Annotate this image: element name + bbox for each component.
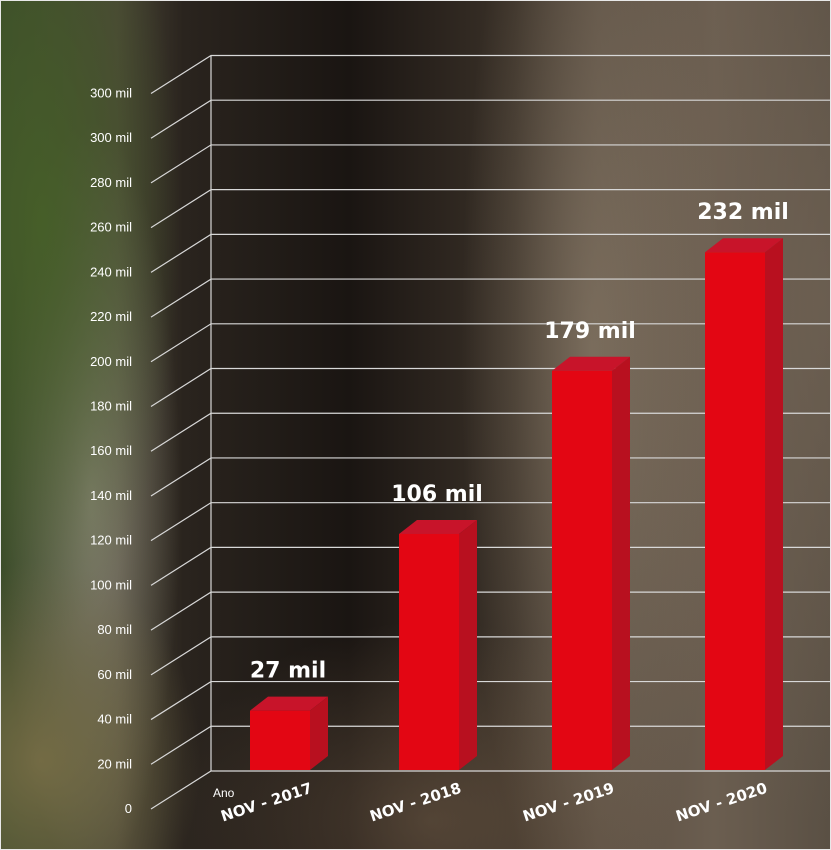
x-category-label: NOV - 2019 bbox=[521, 779, 617, 825]
bar bbox=[552, 370, 612, 770]
bar-side-face bbox=[612, 356, 630, 770]
x-category-label: NOV - 2020 bbox=[674, 779, 770, 825]
y-tick-label: 240 mil bbox=[90, 264, 132, 279]
y-tick-label: 120 mil bbox=[90, 533, 132, 548]
x-axis-title: Ano bbox=[213, 786, 235, 800]
gridline bbox=[150, 54, 830, 94]
y-axis-ticks: 0 20 mil 40 mil 60 mil 80 mil 100 mil 120 mil 1… bbox=[90, 85, 132, 816]
bars bbox=[250, 238, 783, 771]
y-tick-label: 180 mil bbox=[90, 399, 132, 414]
data-label: 27 mil bbox=[250, 659, 326, 684]
bar-top-face bbox=[705, 238, 783, 253]
bar-top-face bbox=[250, 696, 328, 711]
y-tick-label: 60 mil bbox=[97, 667, 132, 682]
bar-side-face bbox=[459, 519, 477, 770]
data-label: 106 mil bbox=[391, 482, 483, 507]
y-tick-label: 200 mil bbox=[90, 354, 132, 369]
gridline bbox=[150, 189, 830, 229]
x-axis-categories: NOV - 2017 NOV - 2018 NOV - 2019 NOV - 2020 bbox=[219, 779, 770, 825]
gridline bbox=[150, 144, 830, 184]
bar bbox=[399, 533, 459, 770]
bar-side-face bbox=[765, 238, 783, 771]
y-tick-label: 20 mil bbox=[97, 756, 132, 771]
y-tick-label: 280 mil bbox=[90, 175, 132, 190]
bar bbox=[705, 252, 765, 771]
data-label: 232 mil bbox=[697, 200, 789, 225]
data-label: 179 mil bbox=[544, 319, 636, 344]
y-tick-label: 0 bbox=[125, 801, 132, 816]
y-tick-label: 260 mil bbox=[90, 220, 132, 235]
y-tick-label: 140 mil bbox=[90, 488, 132, 503]
gridline bbox=[150, 99, 830, 139]
gridline bbox=[150, 770, 830, 810]
y-tick-label: 300 mil bbox=[90, 85, 132, 100]
bar-side-face bbox=[310, 696, 328, 770]
data-labels: 27 mil 106 mil 179 mil 232 mil bbox=[250, 200, 789, 683]
bar-top-face bbox=[399, 519, 477, 534]
gridline bbox=[150, 233, 830, 273]
y-tick-label: 300 mil bbox=[90, 130, 132, 145]
y-tick-label: 160 mil bbox=[90, 443, 132, 458]
y-tick-label: 100 mil bbox=[90, 577, 132, 592]
gridline bbox=[150, 323, 830, 363]
y-tick-label: 80 mil bbox=[97, 622, 132, 637]
y-tick-label: 40 mil bbox=[97, 712, 132, 727]
bar bbox=[250, 710, 310, 770]
gridlines bbox=[150, 54, 830, 810]
x-category-label: NOV - 2018 bbox=[368, 779, 464, 825]
y-tick-label: 220 mil bbox=[90, 309, 132, 324]
gridline bbox=[150, 278, 830, 318]
bar-top-face bbox=[552, 356, 630, 371]
